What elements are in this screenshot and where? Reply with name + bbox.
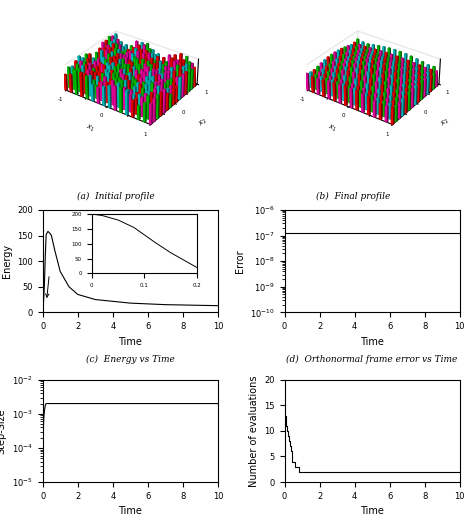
X-axis label: Time: Time bbox=[360, 336, 384, 346]
Text: (d)  Orthonormal frame error vs Time: (d) Orthonormal frame error vs Time bbox=[286, 355, 458, 365]
Text: (a)  Initial profile: (a) Initial profile bbox=[77, 192, 155, 201]
X-axis label: Time: Time bbox=[118, 336, 142, 346]
X-axis label: $x_1$: $x_1$ bbox=[84, 123, 96, 135]
Y-axis label: Error: Error bbox=[235, 249, 245, 273]
Text: (c)  Energy vs Time: (c) Energy vs Time bbox=[86, 355, 175, 365]
Y-axis label: $x_2$: $x_2$ bbox=[439, 116, 452, 129]
X-axis label: Time: Time bbox=[118, 506, 142, 516]
Y-axis label: Step-Size: Step-Size bbox=[0, 408, 6, 454]
X-axis label: $x_1$: $x_1$ bbox=[326, 123, 337, 135]
Y-axis label: $x_2$: $x_2$ bbox=[197, 116, 210, 129]
Y-axis label: Number of evaluations: Number of evaluations bbox=[249, 375, 259, 487]
X-axis label: Time: Time bbox=[360, 506, 384, 516]
Y-axis label: Energy: Energy bbox=[1, 244, 12, 278]
Text: (b)  Final profile: (b) Final profile bbox=[316, 192, 390, 201]
